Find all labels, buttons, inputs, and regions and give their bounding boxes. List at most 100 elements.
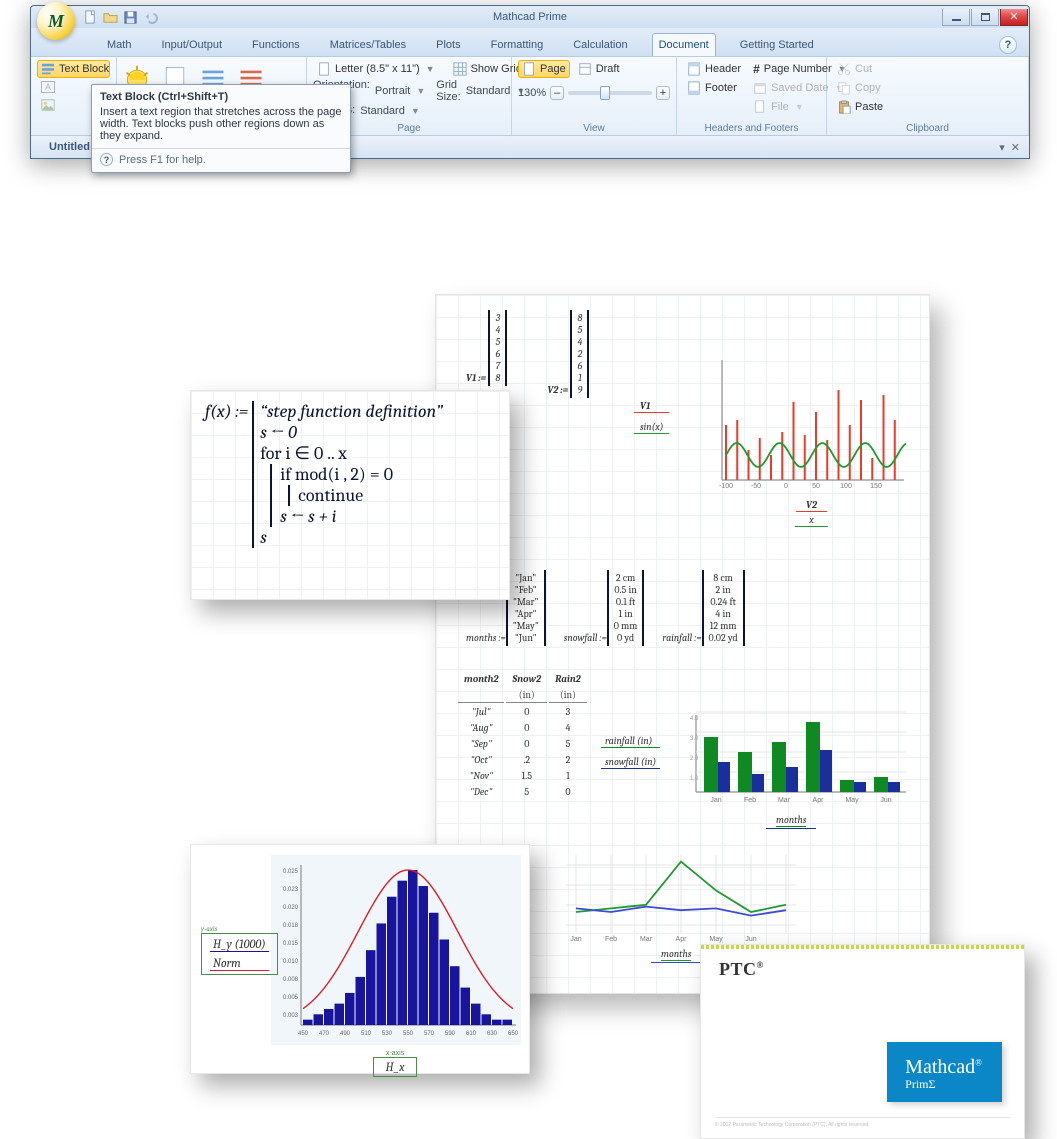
promo-footer: © 2012 Parametric Technology Corporation…	[715, 1117, 1010, 1128]
image-icon	[41, 98, 55, 112]
page-size-menu[interactable]: Letter (8.5" x 11")▼	[313, 60, 439, 78]
group-view: Page Draft 130% – + View	[512, 57, 677, 135]
svg-text:490: 490	[340, 1031, 351, 1037]
group-hf: Header Footer # Page Number▼ Saved Date▼…	[677, 57, 827, 135]
file-label: File	[771, 101, 789, 113]
tab-document[interactable]: Document	[652, 33, 716, 56]
tab-getting-started[interactable]: Getting Started	[734, 34, 820, 56]
svg-text:0.005: 0.005	[283, 995, 299, 1001]
v1-block: V1 := 345678	[466, 310, 507, 398]
zoom-slider-track[interactable]	[568, 91, 652, 95]
formula-l2: s ← 0	[260, 422, 297, 443]
quick-access-toolbar	[83, 10, 158, 25]
tooltip-title: Text Block (Ctrl+Shift+T)	[100, 91, 342, 103]
group-clipboard: Cut Copy Paste Clipboard	[827, 57, 1029, 135]
file-menu[interactable]: File▼	[749, 98, 850, 116]
svg-text:Feb: Feb	[605, 936, 617, 943]
copy-button[interactable]: Copy	[833, 79, 887, 97]
page-icon	[317, 62, 331, 76]
maximize-button[interactable]	[971, 9, 999, 26]
cut-button[interactable]: Cut	[833, 60, 887, 78]
cut-label: Cut	[855, 63, 872, 75]
titlebar: M Mathcad Prime ✕	[31, 6, 1029, 28]
vector-row: V1 := 345678 V2 := 8542619	[466, 310, 589, 398]
pagenum-label: Page Number	[764, 63, 832, 75]
minimize-button[interactable]	[942, 9, 970, 26]
paste-label: Paste	[855, 101, 883, 113]
window-title: Mathcad Prime	[31, 11, 1029, 23]
gridsize-lbl: Grid Size:	[436, 79, 460, 103]
svg-text:-100: -100	[719, 483, 733, 490]
svg-text:650: 650	[508, 1031, 519, 1037]
copy-label: Copy	[855, 82, 881, 94]
undo-icon[interactable]	[143, 10, 158, 25]
copy-icon	[837, 81, 851, 95]
view-draft-button[interactable]: Draft	[574, 60, 624, 78]
formula-l3: for i ∈ 0 .. x	[260, 443, 347, 464]
svg-text:0.023: 0.023	[283, 887, 299, 893]
v2-block: V2 := 8542619	[547, 310, 589, 398]
svg-text:4.0: 4.0	[690, 716, 699, 722]
tab-menu-chevron-icon[interactable]: ▾	[999, 141, 1005, 154]
svg-text:Feb: Feb	[744, 797, 756, 804]
promo-product: Mathcad®	[905, 1056, 982, 1079]
margins-menu[interactable]: Standard▼	[357, 104, 423, 118]
svg-text:May: May	[845, 797, 859, 804]
text-block-tooltip: Text Block (Ctrl+Shift+T) Insert a text …	[91, 84, 351, 173]
header-label: Header	[705, 63, 741, 75]
tab-formatting[interactable]: Formatting	[485, 34, 550, 56]
save-icon[interactable]	[123, 10, 138, 25]
svg-text:0.015: 0.015	[283, 941, 299, 947]
footer-label: Footer	[705, 82, 737, 94]
svg-text:610: 610	[466, 1031, 477, 1037]
help-button[interactable]: ?	[999, 36, 1017, 54]
tooltip-body: Insert a text region that stretches acro…	[100, 106, 342, 142]
view-page-button[interactable]: Page	[518, 60, 570, 78]
ribbon-tabs: Math Input/Output Functions Matrices/Tab…	[31, 28, 1029, 56]
zoom-in-button[interactable]: +	[656, 86, 670, 100]
svg-text:150: 150	[870, 483, 882, 490]
svg-text:530: 530	[382, 1031, 393, 1037]
svg-text:-50: -50	[751, 483, 761, 490]
svg-text:1.0: 1.0	[690, 776, 699, 782]
window-controls: ✕	[942, 9, 1029, 26]
stage: V1 := 345678 V2 := 8542619 V1 sin(x) -10…	[0, 154, 1057, 1024]
tab-close-icon[interactable]: ✕	[1011, 141, 1020, 154]
formula-popup: f(x) := “step function definition” s ← 0…	[190, 390, 510, 600]
zoom-out-button[interactable]: –	[550, 86, 564, 100]
app-orb-button[interactable]: M	[37, 2, 75, 40]
view-draft-label: Draft	[596, 63, 620, 75]
text-block-button[interactable]: Text Block	[37, 60, 110, 78]
tab-matrices[interactable]: Matrices/Tables	[324, 34, 412, 56]
formula-comment: “step function definition”	[260, 401, 443, 422]
footer-button[interactable]: Footer	[683, 79, 745, 97]
chart3-svg: JanFebMarAprMayJun	[556, 845, 806, 945]
open-icon[interactable]	[103, 10, 118, 25]
close-button[interactable]: ✕	[1000, 9, 1028, 26]
tab-io[interactable]: Input/Output	[155, 34, 228, 56]
histogram-popup: y-axis H_y (1000) Norm 0.0250.0230.0200.…	[190, 844, 530, 1074]
chart2-svg: JanFebMarAprMayJun 4.03.02.01.0	[686, 710, 911, 805]
tab-plots[interactable]: Plots	[430, 34, 466, 56]
svg-text:50: 50	[812, 483, 820, 490]
histo-legend: y-axis H_y (1000) Norm	[201, 925, 278, 975]
new-doc-icon[interactable]	[83, 10, 98, 25]
tab-functions[interactable]: Functions	[246, 34, 306, 56]
grid-icon	[453, 62, 467, 76]
svg-text:470: 470	[319, 1031, 330, 1037]
tab-calculation[interactable]: Calculation	[567, 34, 633, 56]
svg-text:Apr: Apr	[676, 936, 688, 943]
tab-math[interactable]: Math	[101, 34, 137, 56]
svg-text:Jan: Jan	[710, 797, 721, 804]
orientation-menu[interactable]: Portrait▼	[372, 79, 428, 103]
formula-l5: continue	[288, 485, 363, 506]
zoom-slider-thumb[interactable]	[600, 86, 610, 100]
header-button[interactable]: Header	[683, 60, 745, 78]
formula-l6: s ← s + i	[280, 506, 336, 527]
svg-text:3.0: 3.0	[690, 736, 699, 742]
header-icon	[687, 62, 701, 76]
svg-text:0: 0	[784, 483, 788, 490]
promo-sub: PrimΣ	[905, 1077, 982, 1092]
histo-xtitle: x-axis	[271, 1050, 519, 1057]
promo-card: PTC® Mathcad® PrimΣ © 2012 Parametric Te…	[700, 944, 1025, 1139]
